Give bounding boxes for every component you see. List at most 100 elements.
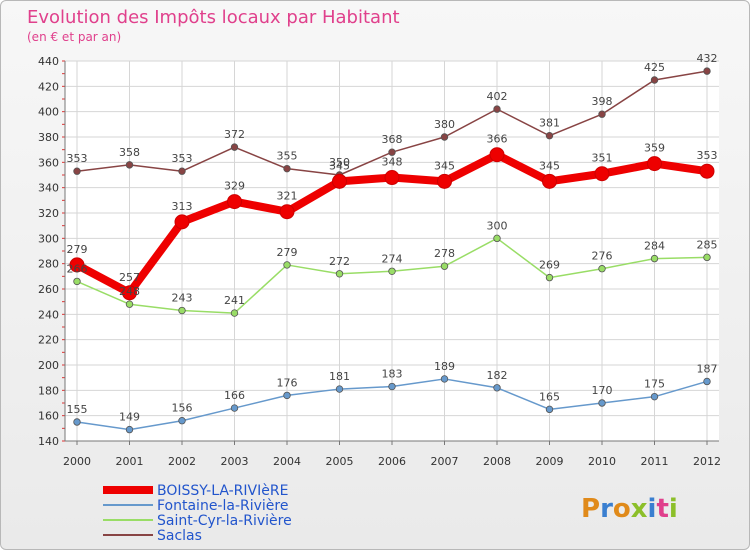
data-point bbox=[545, 273, 554, 282]
legend-label: Saint-Cyr-la-Rivière bbox=[157, 513, 292, 529]
data-label: 155 bbox=[67, 403, 88, 416]
data-label: 276 bbox=[592, 250, 613, 263]
grid bbox=[65, 60, 719, 442]
data-point bbox=[227, 194, 242, 210]
data-point bbox=[493, 234, 501, 243]
y-tick-label: 400 bbox=[38, 106, 59, 119]
x-tick-label: 2005 bbox=[326, 455, 354, 468]
data-point bbox=[440, 133, 449, 141]
data-label: 248 bbox=[119, 285, 140, 298]
data-point bbox=[703, 67, 711, 75]
data-label: 182 bbox=[487, 369, 508, 382]
data-point bbox=[230, 309, 239, 317]
data-label: 353 bbox=[697, 149, 718, 162]
y-tick-label: 200 bbox=[38, 359, 59, 372]
data-point bbox=[545, 132, 554, 140]
data-point bbox=[545, 405, 554, 414]
data-point bbox=[388, 267, 396, 275]
data-label: 243 bbox=[172, 292, 193, 305]
data-label: 321 bbox=[277, 190, 298, 203]
x-tick-label: 2012 bbox=[693, 455, 721, 468]
x-tick-label: 2006 bbox=[378, 455, 406, 468]
data-label: 181 bbox=[329, 370, 350, 383]
y-tick-label: 420 bbox=[38, 80, 59, 93]
data-label: 279 bbox=[277, 246, 298, 259]
legend-label: Saclas bbox=[157, 528, 202, 544]
data-point bbox=[493, 384, 501, 392]
data-point bbox=[489, 147, 505, 163]
data-label: 355 bbox=[277, 150, 298, 163]
x-tick-label: 2008 bbox=[483, 455, 511, 468]
data-point bbox=[73, 277, 81, 286]
data-point bbox=[178, 167, 186, 175]
data-label: 272 bbox=[329, 255, 350, 268]
data-label: 183 bbox=[382, 368, 403, 381]
data-label: 149 bbox=[119, 411, 140, 424]
data-point bbox=[178, 306, 186, 315]
data-point bbox=[699, 163, 715, 179]
data-point bbox=[73, 418, 81, 426]
data-point bbox=[598, 265, 606, 273]
data-label: 241 bbox=[224, 294, 245, 307]
data-label: 187 bbox=[697, 362, 718, 375]
data-label: 278 bbox=[434, 247, 455, 260]
data-point bbox=[647, 156, 662, 172]
y-tick-label: 380 bbox=[38, 131, 59, 144]
data-point bbox=[279, 204, 295, 220]
x-tick-label: 2002 bbox=[168, 455, 196, 468]
y-tick-label: 340 bbox=[38, 182, 59, 195]
data-point bbox=[542, 173, 557, 189]
data-label: 398 bbox=[592, 95, 613, 108]
data-label: 350 bbox=[329, 156, 350, 169]
x-tick-label: 2001 bbox=[116, 455, 144, 468]
y-tick-label: 140 bbox=[38, 435, 59, 448]
data-point bbox=[388, 148, 396, 156]
y-tick-label: 180 bbox=[38, 384, 59, 397]
data-point bbox=[384, 170, 400, 186]
legend-label: BOISSY-LA-RIVIèRE bbox=[157, 483, 288, 499]
data-label: 380 bbox=[434, 118, 455, 131]
data-point bbox=[440, 375, 449, 383]
data-point bbox=[73, 167, 81, 175]
data-label: 285 bbox=[697, 238, 718, 251]
chart-title: Evolution des Impôts locaux par Habitant bbox=[27, 7, 400, 28]
data-label: 284 bbox=[644, 240, 665, 253]
data-label: 359 bbox=[644, 142, 665, 155]
data-label: 176 bbox=[277, 376, 298, 389]
data-point bbox=[440, 262, 449, 270]
y-tick-label: 260 bbox=[38, 283, 59, 296]
data-point bbox=[174, 214, 190, 230]
data-point bbox=[650, 254, 659, 263]
data-label: 353 bbox=[67, 152, 88, 165]
data-point bbox=[125, 300, 134, 308]
data-label: 156 bbox=[172, 402, 193, 415]
data-label: 432 bbox=[697, 52, 718, 65]
data-point bbox=[230, 404, 239, 412]
data-point bbox=[437, 173, 452, 189]
data-label: 257 bbox=[119, 271, 140, 284]
x-tick-label: 2010 bbox=[588, 455, 616, 468]
logo-text: Proxiti bbox=[581, 494, 678, 524]
data-point bbox=[125, 161, 134, 169]
data-point bbox=[125, 425, 134, 434]
data-label: 358 bbox=[119, 146, 140, 159]
data-point bbox=[122, 285, 137, 301]
data-label: 368 bbox=[382, 133, 403, 146]
data-label: 165 bbox=[539, 390, 560, 403]
data-label: 402 bbox=[487, 90, 508, 103]
data-point bbox=[703, 377, 711, 386]
data-point bbox=[178, 417, 186, 425]
data-label: 279 bbox=[67, 243, 88, 256]
data-point bbox=[650, 392, 659, 401]
y-tick-label: 320 bbox=[38, 207, 59, 220]
y-tick-label: 440 bbox=[38, 55, 59, 68]
x-tick-label: 2007 bbox=[431, 455, 459, 468]
axes: 140 160 180 200 220 240 260 280 300 320 340 360 380 4… bbox=[38, 55, 721, 468]
data-point bbox=[703, 253, 711, 262]
data-label: 348 bbox=[382, 156, 403, 169]
y-tick-label: 280 bbox=[38, 258, 59, 271]
data-point bbox=[283, 261, 291, 269]
y-tick-label: 160 bbox=[38, 410, 59, 423]
